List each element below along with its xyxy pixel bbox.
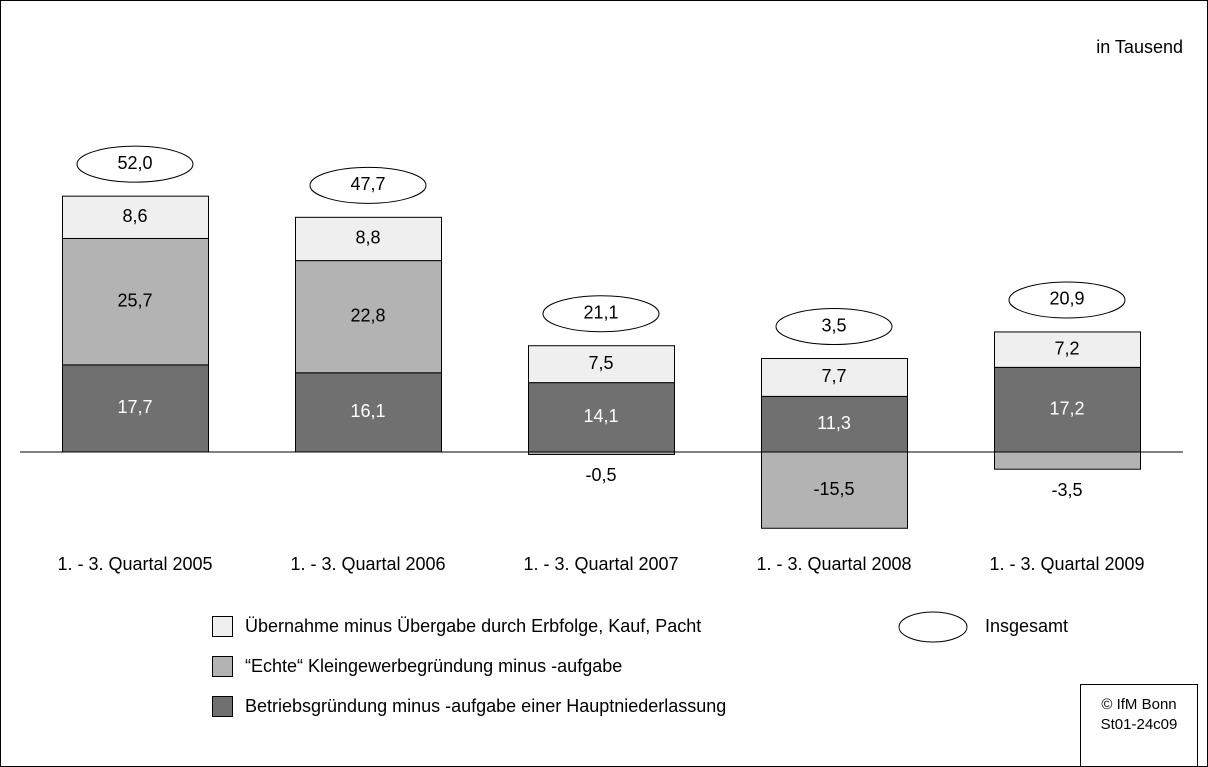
legend-label: Betriebsgründung minus -aufgabe einer Ha…: [245, 696, 726, 716]
credit: © IfM Bonn: [1101, 696, 1176, 713]
value-label: 17,7: [117, 397, 152, 417]
value-label: -15,5: [813, 479, 854, 499]
value-label: -3,5: [1051, 480, 1082, 500]
legend-label: Insgesamt: [985, 616, 1068, 636]
credit: St01-24c09: [1101, 716, 1178, 733]
total-label: 20,9: [1049, 289, 1084, 309]
total-ellipse: [1008, 281, 1126, 319]
bar-segment: [62, 237, 209, 366]
bar-segment: [295, 260, 442, 374]
bar-segment: [761, 395, 908, 453]
x-tick-label: 1. - 3. Quartal 2007: [523, 554, 678, 574]
total-ellipse: [542, 295, 660, 333]
bar-segment: [761, 358, 908, 397]
total-ellipse: [775, 308, 893, 346]
total-ellipse: [309, 166, 427, 204]
bar-segment: [295, 216, 442, 262]
value-label: 17,2: [1049, 398, 1084, 418]
bar-segment: [528, 345, 675, 384]
value-label: 7,7: [821, 366, 846, 386]
credit-box: [1080, 684, 1198, 767]
total-label: 52,0: [117, 153, 152, 173]
x-tick-label: 1. - 3. Quartal 2006: [290, 554, 445, 574]
value-label: 7,5: [588, 353, 613, 373]
unit-note: in Tausend: [1096, 37, 1183, 57]
legend-swatch: [898, 611, 968, 643]
value-label: 8,8: [355, 228, 380, 248]
total-label: 47,7: [350, 174, 385, 194]
bar-segment: [761, 451, 908, 529]
value-label: 22,8: [350, 305, 385, 325]
bar-segment: [62, 195, 209, 239]
x-tick-label: 1. - 3. Quartal 2005: [57, 554, 212, 574]
legend-swatch: [212, 656, 233, 677]
bar-segment: [994, 366, 1141, 453]
x-tick-label: 1. - 3. Quartal 2009: [989, 554, 1144, 574]
bar-segment: [994, 451, 1141, 470]
total-ellipse: [76, 145, 194, 183]
value-label: -0,5: [585, 465, 616, 485]
legend-swatch: [212, 616, 233, 637]
value-label: 11,3: [817, 413, 851, 433]
value-label: 8,6: [122, 206, 147, 226]
total-label: 21,1: [583, 302, 618, 322]
value-label: 7,2: [1054, 338, 1079, 358]
legend-label: “Echte“ Kleingewerbegründung minus -aufg…: [245, 656, 622, 676]
x-tick-label: 1. - 3. Quartal 2008: [756, 554, 911, 574]
legend-swatch: [212, 696, 233, 717]
legend-label: Übernahme minus Übergabe durch Erbfolge,…: [245, 616, 701, 636]
bar-segment: [994, 331, 1141, 368]
total-label: 3,5: [821, 315, 846, 335]
value-label: 16,1: [350, 401, 385, 421]
value-label: 14,1: [583, 406, 618, 426]
value-label: 25,7: [117, 290, 152, 310]
